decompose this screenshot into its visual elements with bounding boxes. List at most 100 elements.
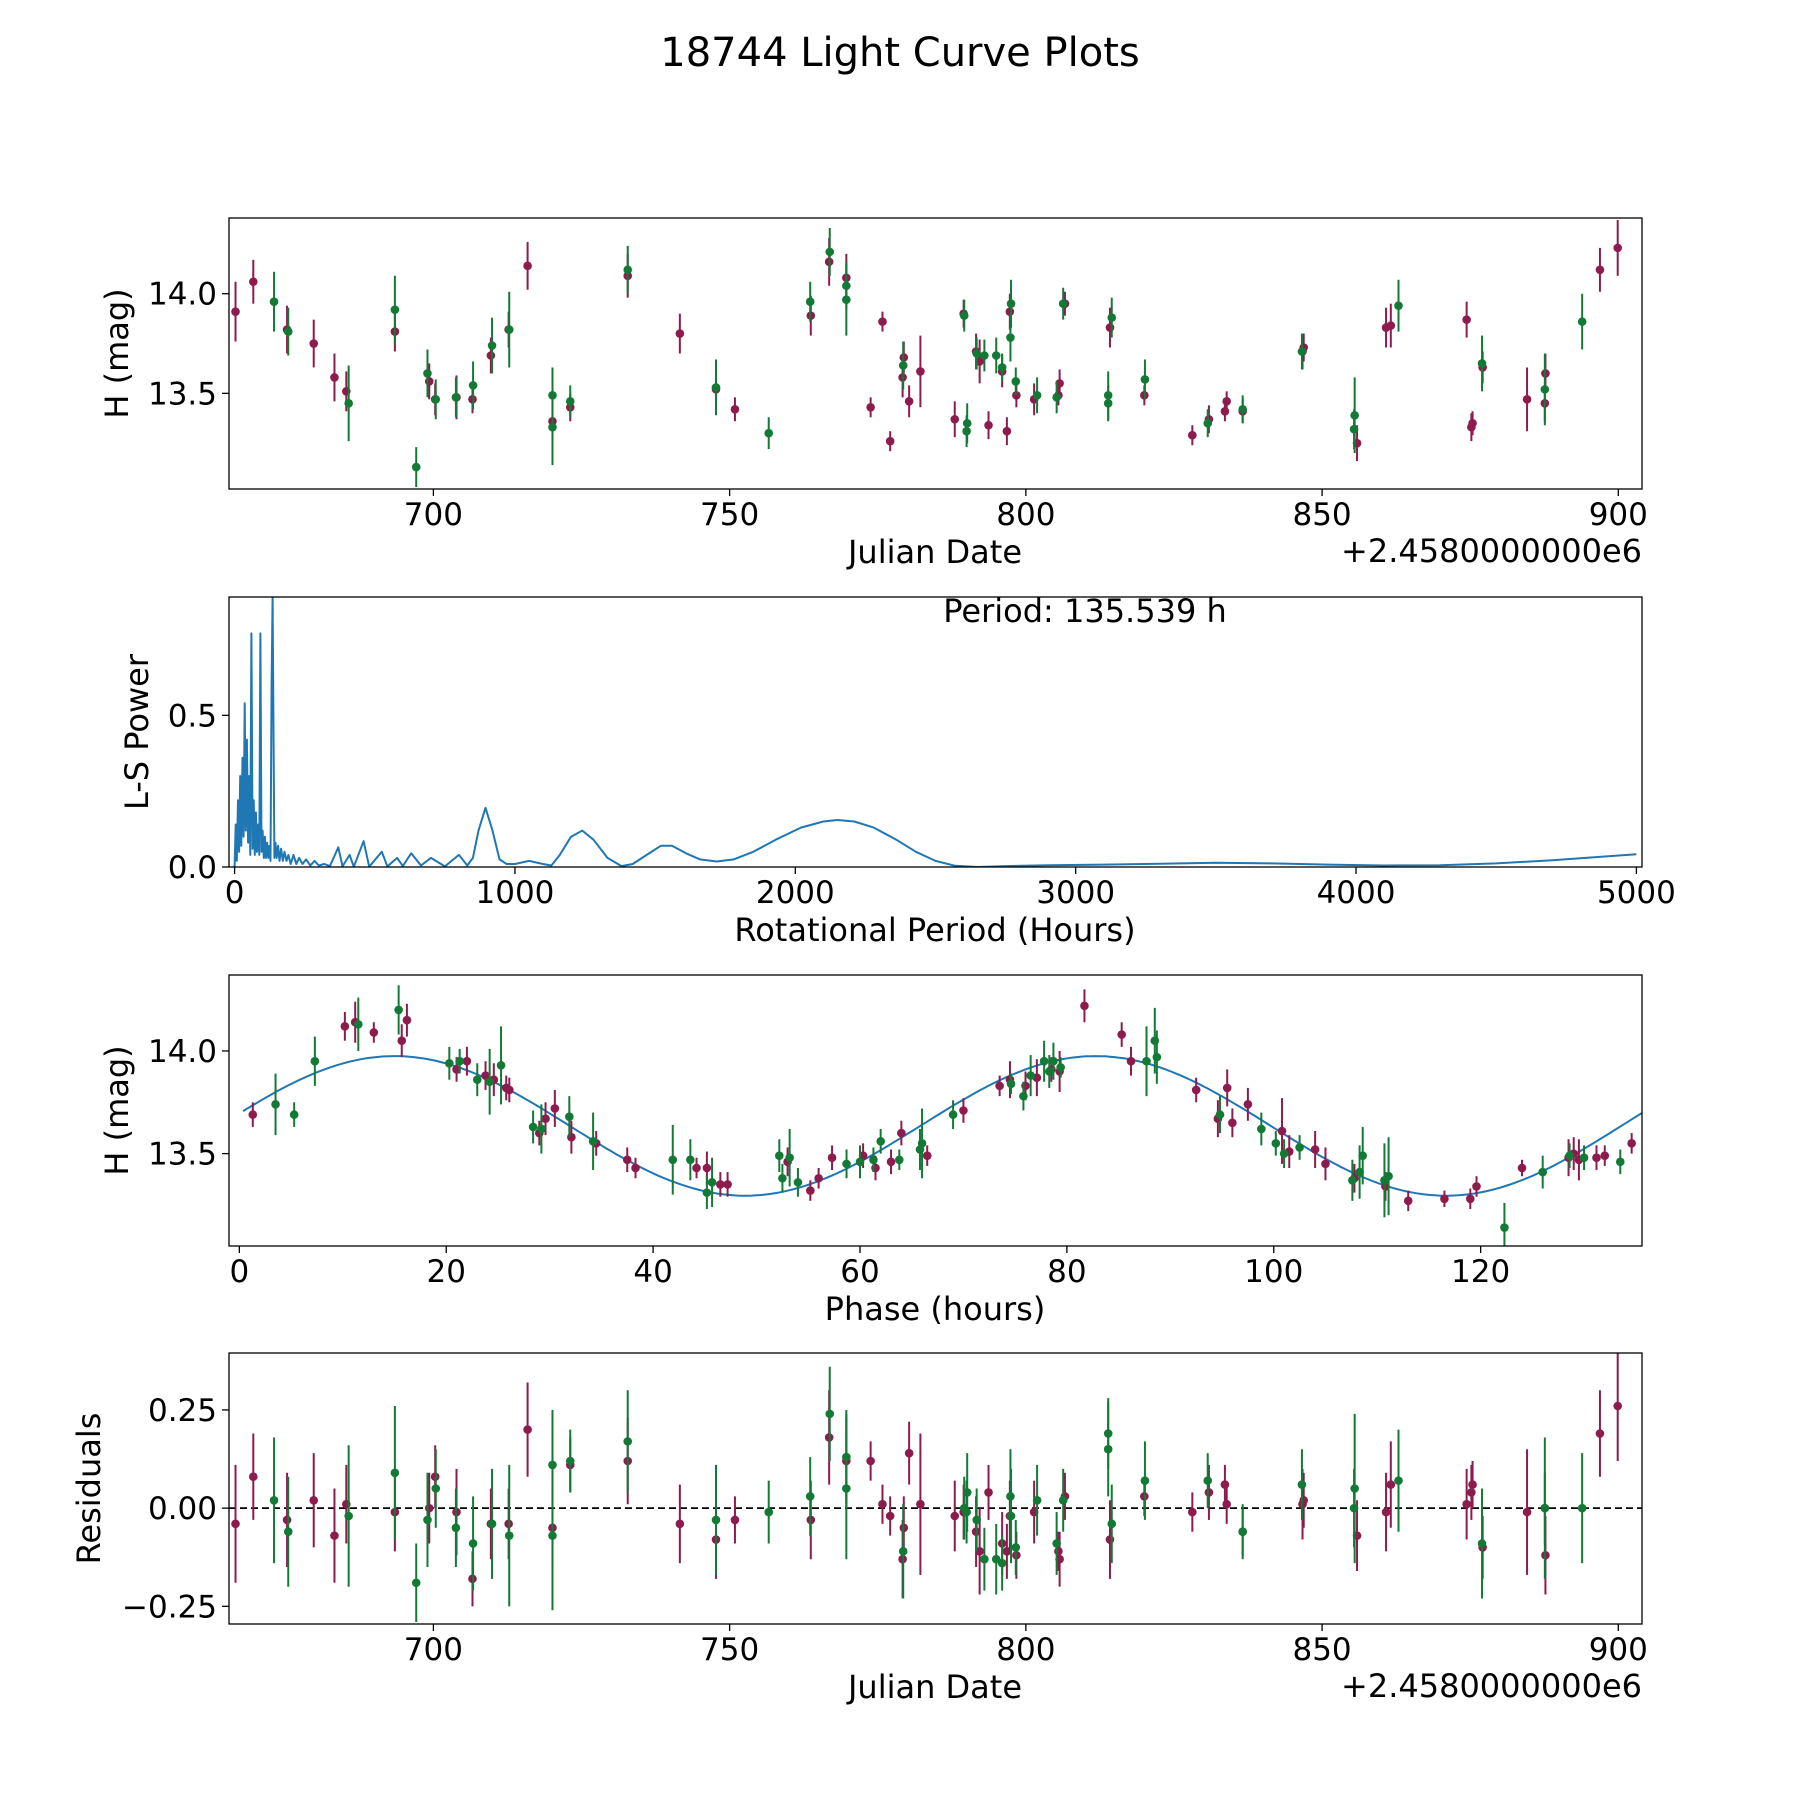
phase-xtick-label: 100: [1244, 1254, 1303, 1290]
magenta-point: [1468, 418, 1477, 428]
magenta-point: [995, 1081, 1004, 1091]
ls-xtick-label: 0: [225, 875, 245, 911]
green-point: [269, 297, 279, 306]
residuals-offset-label: +2.4580000000e6: [1341, 1667, 1642, 1705]
phase-xlabel: Phase (hours): [825, 1290, 1046, 1328]
green-point: [997, 1558, 1007, 1568]
magenta-point: [675, 1519, 685, 1529]
green-point: [980, 351, 989, 360]
phase-xtick-label: 120: [1451, 1254, 1510, 1290]
magenta-point: [1321, 1159, 1330, 1169]
magenta-point: [1522, 1507, 1532, 1517]
green-point: [390, 305, 400, 314]
magenta-point: [282, 1515, 292, 1525]
green-point: [455, 1056, 464, 1066]
magenta-point: [916, 1499, 925, 1509]
magenta-point: [1191, 1085, 1201, 1095]
lc-xtick-label: 900: [1589, 497, 1648, 533]
ls-xtick-label: 1000: [476, 875, 555, 911]
green-point: [1565, 1151, 1574, 1160]
green-point: [1257, 1124, 1266, 1134]
green-point: [972, 1515, 981, 1525]
magenta-point: [1277, 1126, 1287, 1136]
green-point: [1297, 347, 1307, 356]
phase-ticks: 0 20 40 60 80 100 120 13.5 14.0: [148, 1034, 1510, 1290]
magenta-point: [1002, 426, 1012, 436]
magenta-point: [1105, 1535, 1115, 1544]
green-point: [445, 1058, 454, 1068]
res-ytick-label: 0.00: [148, 1491, 217, 1527]
green-point: [1579, 1153, 1589, 1163]
magenta-point: [885, 1511, 895, 1521]
green-point: [997, 363, 1007, 372]
phase-xtick-label: 40: [633, 1254, 672, 1290]
green-point: [487, 1519, 497, 1529]
green-point: [855, 1157, 865, 1167]
ls-ytick-label: 0.0: [168, 850, 217, 886]
phase-frame: [228, 974, 1643, 1247]
green-point: [711, 1515, 721, 1525]
magenta-point: [886, 1157, 896, 1167]
res-xtick-label: 750: [700, 1632, 759, 1668]
green-point: [1039, 1056, 1049, 1066]
magenta-point: [916, 367, 925, 376]
magenta-point: [716, 1180, 725, 1189]
green-point: [1058, 299, 1068, 308]
green-point: [962, 418, 972, 428]
green-point: [468, 381, 478, 390]
magenta-point: [1054, 1547, 1063, 1556]
magenta-point: [541, 1114, 550, 1124]
magenta-point: [1472, 1182, 1481, 1191]
magenta-point: [1465, 1194, 1475, 1204]
periodogram-frame: [228, 596, 1643, 868]
green-point: [504, 325, 514, 334]
green-point: [1052, 393, 1061, 402]
res-xtick-label: 900: [1589, 1632, 1648, 1668]
green-point: [1140, 1476, 1150, 1485]
magenta-point: [1386, 321, 1396, 330]
green-point: [565, 1456, 575, 1466]
residuals-ylabel: Residuals: [70, 1413, 108, 1565]
green-point: [1006, 1511, 1016, 1521]
magenta-point: [505, 1085, 514, 1095]
green-point: [1538, 1167, 1547, 1177]
magenta-point: [730, 1515, 740, 1525]
green-point: [793, 1178, 803, 1187]
magenta-point: [1220, 406, 1230, 416]
green-point: [876, 1136, 885, 1146]
magenta-point: [702, 1163, 712, 1173]
residuals-ticks: 700 750 800 850 900 −0.25 0.00 0.25: [122, 1393, 1648, 1668]
magenta-point: [1243, 1100, 1253, 1109]
green-point: [1203, 418, 1213, 428]
green-point: [1348, 1176, 1357, 1185]
magenta-point: [984, 1488, 993, 1497]
magenta-point: [231, 1519, 240, 1529]
magenta-point: [1188, 1507, 1197, 1517]
green-point: [487, 341, 497, 350]
magenta-point: [878, 317, 887, 326]
green-point: [1006, 1079, 1016, 1089]
green-point: [623, 265, 633, 275]
green-point: [1394, 301, 1403, 310]
green-point: [775, 1151, 784, 1160]
green-point: [485, 1077, 494, 1087]
green-point: [842, 281, 851, 291]
green-point: [548, 422, 557, 432]
magenta-point: [523, 1425, 532, 1434]
magenta-point: [1222, 1499, 1231, 1509]
lc-xtick-label: 850: [1292, 497, 1351, 533]
magenta-point: [1595, 1429, 1605, 1438]
magenta-point: [481, 1071, 490, 1080]
green-point: [1238, 1527, 1247, 1537]
green-point: [785, 1153, 794, 1163]
res-ytick-label: 0.25: [148, 1393, 217, 1429]
green-point: [1152, 1052, 1162, 1062]
magenta-point: [897, 1128, 906, 1138]
magenta-point: [1627, 1139, 1636, 1148]
magenta-point: [330, 1531, 339, 1540]
green-point: [423, 369, 432, 378]
green-point: [1577, 1503, 1587, 1513]
green-point: [898, 1547, 908, 1556]
lc-ytick-label: 13.5: [148, 376, 217, 412]
green-point: [537, 1124, 546, 1134]
